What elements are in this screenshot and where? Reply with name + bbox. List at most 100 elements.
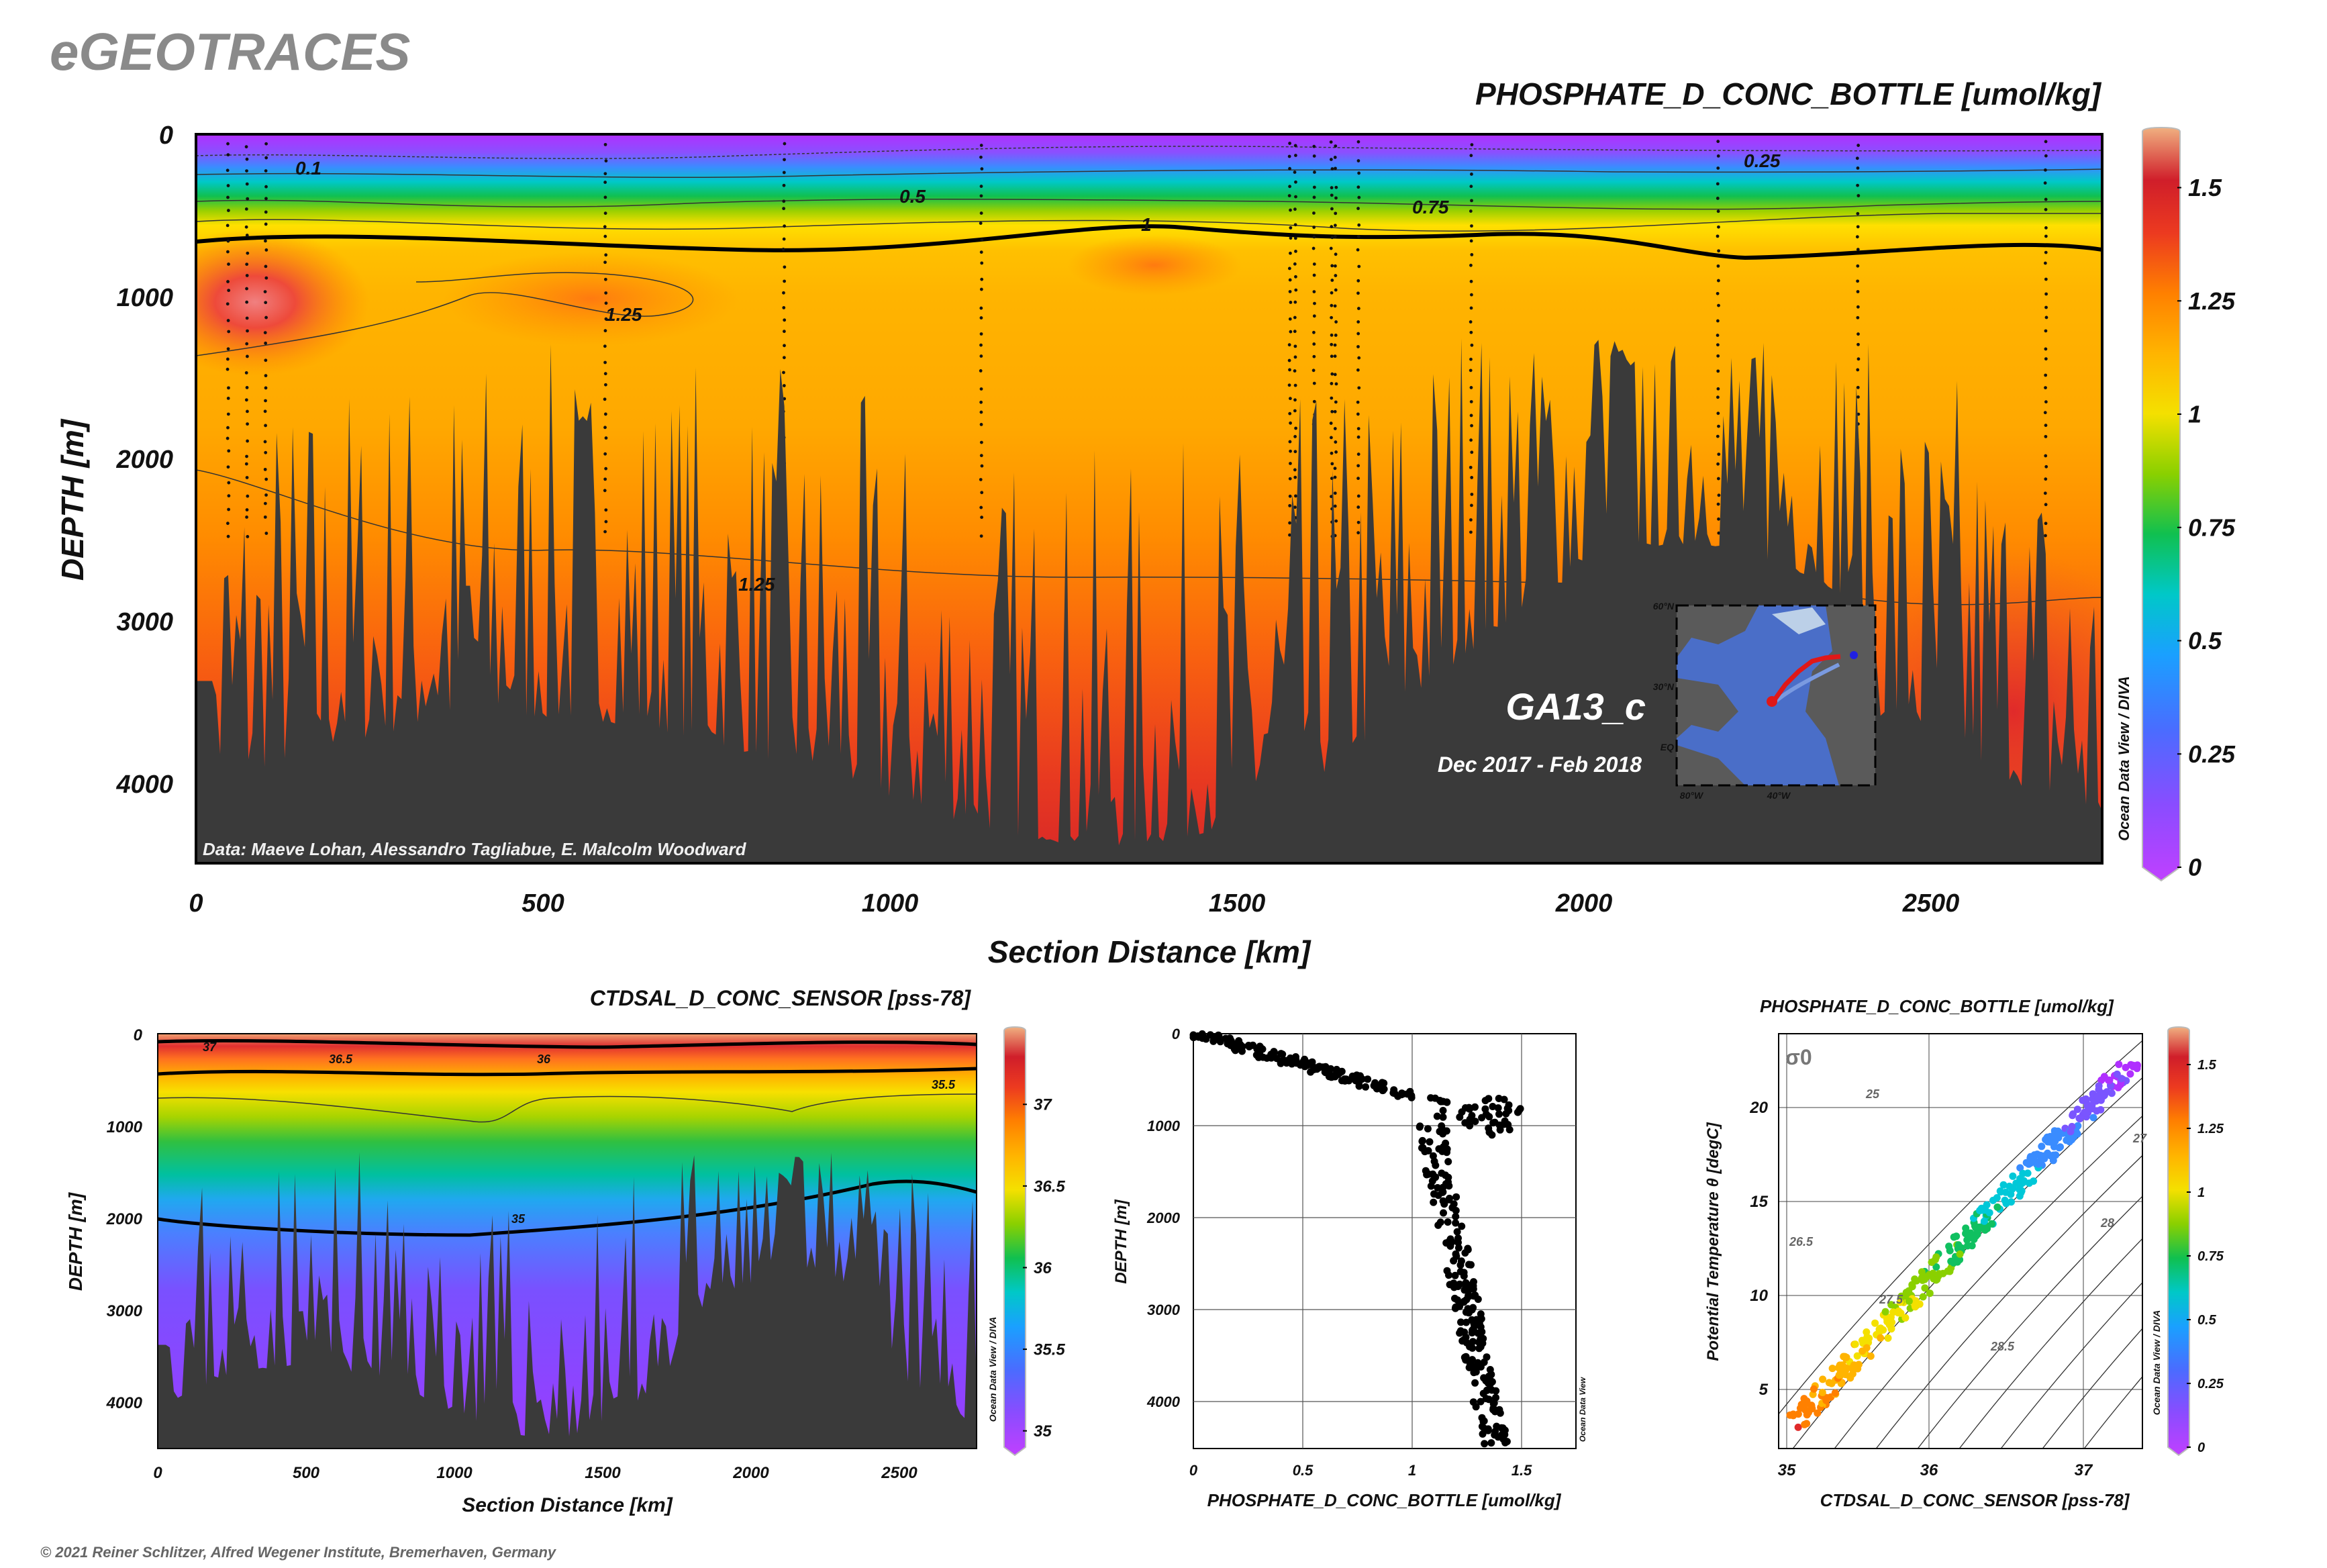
profile-point xyxy=(1443,1098,1451,1106)
sample-dot xyxy=(1293,315,1297,320)
sample-dot xyxy=(1334,185,1338,189)
sample-dot xyxy=(264,169,268,173)
sample-dot xyxy=(245,262,249,266)
ts-point xyxy=(1972,1232,1980,1240)
profile-point xyxy=(1418,1136,1426,1144)
x-tick-label: 0 xyxy=(189,889,203,918)
profile-point xyxy=(1502,1110,1510,1118)
sample-dot xyxy=(1356,412,1360,416)
ts-point xyxy=(2082,1095,2090,1103)
sample-dot xyxy=(1356,320,1360,324)
ts-point xyxy=(1839,1363,1847,1371)
sample-dot xyxy=(604,508,608,512)
sample-dot xyxy=(1289,226,1293,230)
sample-dot xyxy=(1856,225,1860,229)
main-chart-title: PHOSPHATE_D_CONC_BOTTLE [umol/kg] xyxy=(1475,77,2102,111)
sample-dot xyxy=(1293,144,1297,148)
cbar-tick-label: 36 xyxy=(1034,1259,1052,1277)
sample-dot xyxy=(1294,250,1297,253)
cbar-tick-label: 1.5 xyxy=(2188,174,2222,201)
sample-dot xyxy=(264,276,268,280)
contour-0.75 xyxy=(196,213,2102,232)
contour-label: 1 xyxy=(1141,214,1152,235)
sample-dot xyxy=(980,167,984,170)
ts-point xyxy=(1867,1352,1875,1360)
contour-0.1 xyxy=(196,146,2102,159)
profile-point xyxy=(1456,1329,1464,1337)
ts-point xyxy=(1997,1188,2005,1196)
sample-dot xyxy=(1288,317,1292,321)
profile-point xyxy=(1273,1055,1281,1063)
ts-point xyxy=(1810,1385,1818,1393)
ts-point xyxy=(1814,1409,1822,1417)
ts-point xyxy=(2083,1109,2091,1117)
isopycnal-label: 25 xyxy=(1865,1087,1880,1101)
sample-dot xyxy=(1294,426,1297,430)
profile-point xyxy=(1440,1198,1448,1206)
sample-dot xyxy=(264,142,268,146)
sample-dot xyxy=(1856,332,1860,336)
x-tick-label: 2000 xyxy=(1555,889,1613,918)
sample-dot xyxy=(1293,468,1297,472)
sample-dot xyxy=(227,507,230,511)
ts-point xyxy=(1932,1253,1940,1261)
x-tick-label: 1500 xyxy=(585,1464,621,1482)
x-tick-label: 2000 xyxy=(732,1464,769,1482)
sample-dot xyxy=(1312,399,1316,403)
ts-point xyxy=(2018,1187,2026,1195)
sample-dot xyxy=(226,195,230,199)
sample-dot xyxy=(1716,291,1720,295)
sample-dot xyxy=(1856,183,1859,187)
sample-dot xyxy=(2044,386,2047,390)
odv-watermark: Ocean Data View / DIVA xyxy=(2151,1310,2162,1415)
sample-dot xyxy=(1717,303,1720,307)
profile-point xyxy=(1451,1294,1458,1302)
sample-dot xyxy=(1716,154,1720,158)
profile-point xyxy=(1460,1272,1468,1280)
profile-point xyxy=(1433,1112,1441,1120)
profile-points xyxy=(1189,1030,1524,1448)
y-tick-label: 2000 xyxy=(106,1210,143,1228)
profile-point xyxy=(1461,1104,1469,1112)
ts-diagram-plot: PHOSPHATE_D_CONC_BOTTLE [umol/kg] σ0 25 … xyxy=(1704,996,2224,1510)
inset-map: 60°N 30°N EQ 80°W 40°W xyxy=(1653,601,1877,801)
sample-dot xyxy=(226,142,230,146)
ts-point xyxy=(1950,1233,1958,1241)
profile-point xyxy=(1438,1188,1446,1196)
salinity-title: CTDSAL_D_CONC_SENSOR [pss-78] xyxy=(590,986,972,1010)
sample-dot xyxy=(603,277,607,281)
sample-dot xyxy=(1294,180,1297,184)
sample-dot xyxy=(264,185,268,189)
profile-y-ticks: 0 1000 2000 3000 4000 xyxy=(1146,1026,1181,1410)
sample-dot xyxy=(1312,185,1316,189)
sample-dot xyxy=(2044,477,2048,481)
sample-dot xyxy=(1470,253,1474,256)
sample-dot xyxy=(245,234,249,237)
ts-point xyxy=(1831,1389,1839,1397)
profile-point xyxy=(1450,1283,1458,1291)
profile-point xyxy=(1452,1212,1460,1220)
sample-dot xyxy=(1856,368,1860,372)
profile-point xyxy=(1430,1198,1438,1206)
sample-dot xyxy=(1716,279,1720,283)
sample-dot xyxy=(603,477,607,481)
profile-point xyxy=(1310,1065,1318,1073)
sample-dot xyxy=(783,224,787,228)
sample-dot xyxy=(1356,279,1360,283)
sample-dot xyxy=(244,207,248,211)
profile-point xyxy=(1495,1095,1503,1102)
profile-point xyxy=(1436,1128,1444,1136)
ts-point xyxy=(1956,1256,1964,1264)
profile-point xyxy=(1457,1318,1465,1326)
sample-dot xyxy=(1330,396,1334,400)
odv-watermark: Ocean Data View xyxy=(1578,1377,1587,1442)
isopycnal xyxy=(1959,1238,2142,1449)
profile-point xyxy=(1487,1439,1495,1447)
ts-point xyxy=(1919,1293,1927,1301)
ts-point xyxy=(2075,1114,2083,1122)
sample-dot xyxy=(246,251,250,255)
cbar-tick-label: 1 xyxy=(2197,1185,2205,1200)
sample-dot xyxy=(1469,154,1473,158)
y-tick-label: 0 xyxy=(159,121,173,150)
sample-dot xyxy=(1469,263,1473,267)
